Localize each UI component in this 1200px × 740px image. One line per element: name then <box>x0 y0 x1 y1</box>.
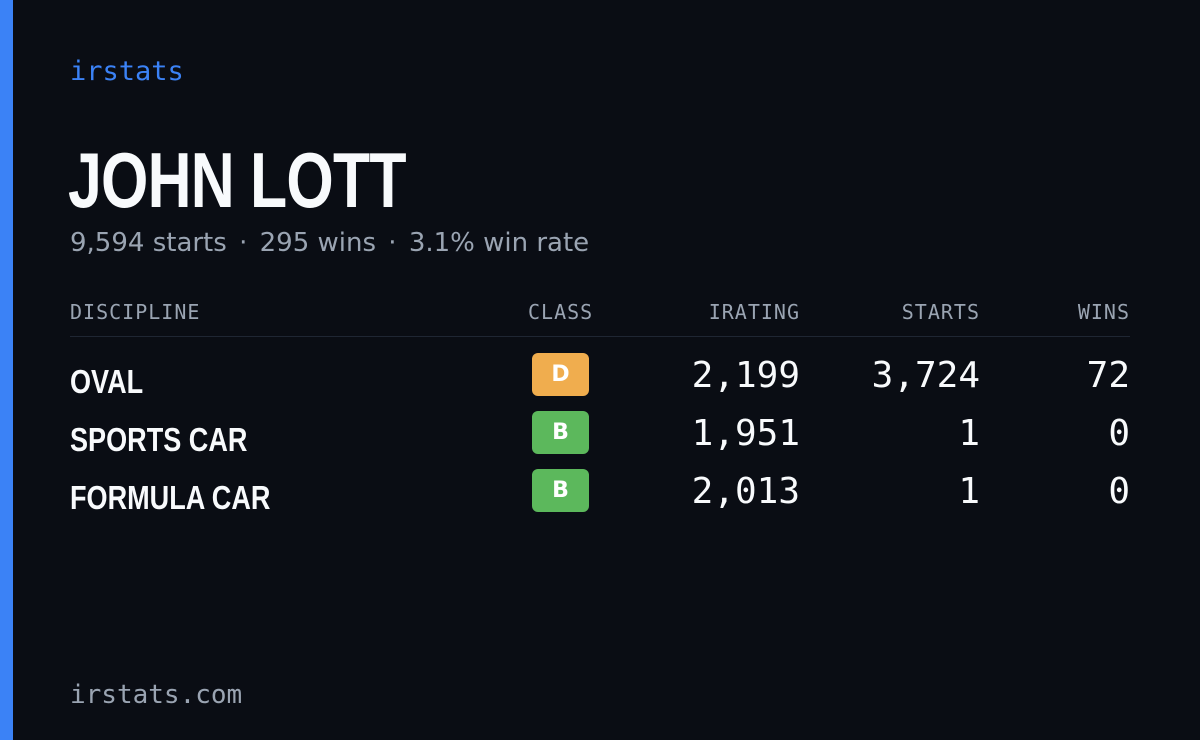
discipline-name: SPORTS CAR <box>70 421 248 458</box>
wins-value: 0 <box>1108 471 1130 512</box>
wins-value: 0 <box>1108 413 1130 454</box>
total-starts: 9,594 starts <box>70 228 227 258</box>
header-discipline: DISCIPLINE <box>70 300 201 324</box>
discipline-name: FORMULA CAR <box>70 479 271 516</box>
class-badge: B <box>532 469 589 512</box>
header-starts: STARTS <box>901 300 980 324</box>
table-header: DISCIPLINE CLASS IRATING STARTS WINS <box>70 296 1130 337</box>
header-wins: WINS <box>1077 300 1130 324</box>
header-irating: IRATING <box>708 300 800 324</box>
starts-value: 1 <box>958 471 980 512</box>
irating-value: 2,199 <box>691 355 800 396</box>
table-row: SPORTS CAR B 1,951 1 0 <box>70 411 1130 469</box>
site-url: irstats.com <box>70 680 243 710</box>
wins-value: 72 <box>1086 355 1130 396</box>
stats-table: DISCIPLINE CLASS IRATING STARTS WINS OVA… <box>70 296 1130 527</box>
summary-separator: · <box>239 228 248 258</box>
irating-value: 1,951 <box>691 413 800 454</box>
brand-logo: irstats <box>70 56 184 87</box>
driver-name: JOHN LOTT <box>68 136 407 224</box>
table-row: FORMULA CAR B 2,013 1 0 <box>70 469 1130 527</box>
table-row: OVAL D 2,199 3,724 72 <box>70 353 1130 411</box>
class-badge: D <box>532 353 589 396</box>
starts-value: 1 <box>958 413 980 454</box>
starts-value: 3,724 <box>871 355 980 396</box>
table-body: OVAL D 2,199 3,724 72 SPORTS CAR B 1,951… <box>70 337 1130 527</box>
total-wins: 295 wins <box>259 228 377 258</box>
win-rate: 3.1% win rate <box>408 228 590 258</box>
header-class: CLASS <box>528 300 594 324</box>
accent-bar <box>0 0 13 740</box>
irating-value: 2,013 <box>691 471 800 512</box>
discipline-name: OVAL <box>70 363 144 400</box>
summary-separator: · <box>388 228 397 258</box>
driver-summary: 9,594 starts · 295 wins · 3.1% win rate <box>70 228 589 258</box>
class-badge: B <box>532 411 589 454</box>
